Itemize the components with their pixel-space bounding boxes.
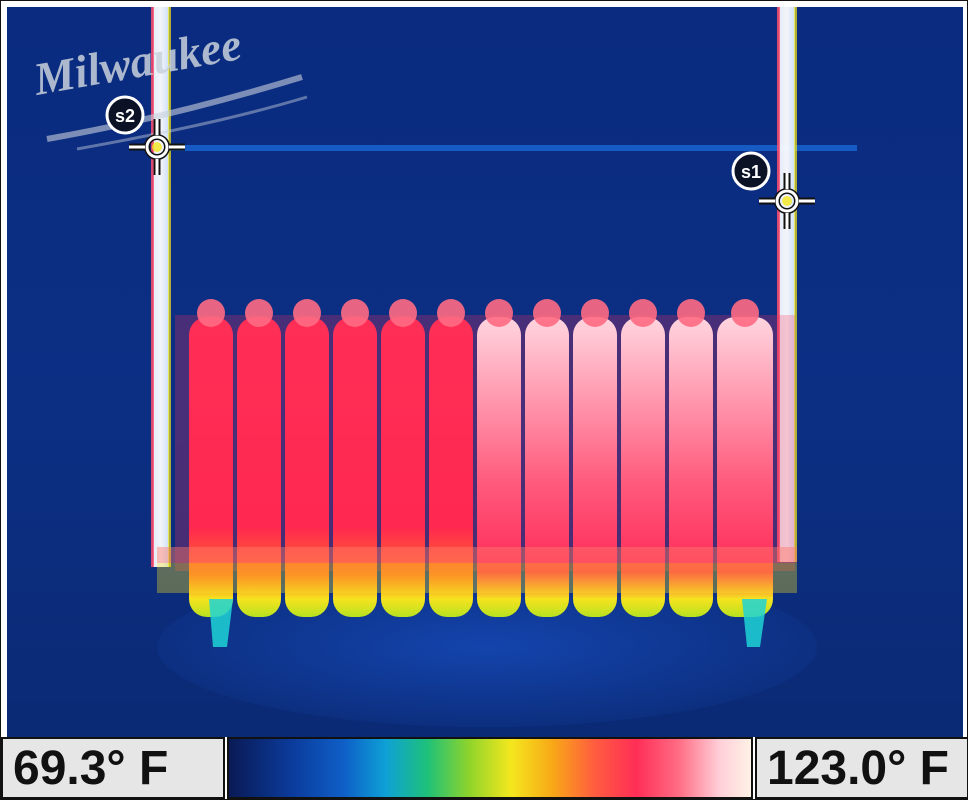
min-temperature-box: 69.3° F	[1, 737, 225, 799]
temperature-scale-bar: 69.3° F 123.0° F	[1, 737, 968, 801]
spot-label-s2: s2	[115, 106, 135, 126]
radiator	[157, 299, 797, 647]
max-temperature-box: 123.0° F	[755, 737, 968, 799]
temperature-palette	[227, 737, 753, 799]
min-temperature: 69.3° F	[13, 741, 169, 795]
max-temperature: 123.0° F	[767, 741, 949, 795]
wall-line	[167, 145, 857, 151]
thermal-image: Milwaukee s2	[7, 7, 963, 737]
spot-marker-s1[interactable]: s1	[731, 151, 815, 229]
thermal-image-view: Milwaukee s2	[7, 7, 963, 737]
radiator-fins	[157, 299, 797, 617]
crosshair-icon	[759, 173, 815, 229]
spot-label-s1: s1	[741, 162, 761, 182]
radiator-feet	[209, 599, 767, 647]
spot-marker-s2[interactable]: s2	[105, 95, 185, 175]
crosshair-icon	[129, 119, 185, 175]
